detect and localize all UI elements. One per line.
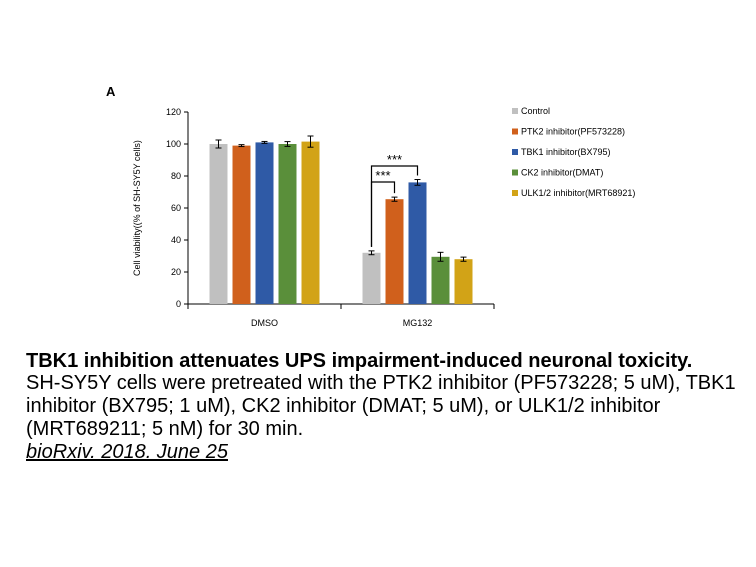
bar: [408, 182, 427, 304]
bar: [301, 141, 320, 304]
bar-chart: A 0 20 40 60 80 100 120 Cell viability((% of SH…: [106, 84, 635, 328]
y-tick-label: 40: [171, 235, 181, 245]
legend: Control PTK2 inhibitor(PF573228) TBK1 inhi…: [512, 106, 635, 198]
y-tick-label: 80: [171, 171, 181, 181]
legend-label: TBK1 inhibitor(BX795): [521, 147, 611, 157]
legend-label: CK2 inhibitor(DMAT): [521, 168, 603, 178]
caption-title: TBK1 inhibition attenuates UPS impairmen…: [26, 350, 693, 372]
significance-bracket: [370, 165, 419, 247]
legend-swatch: [512, 190, 518, 196]
bar: [362, 252, 381, 304]
legend-swatch: [512, 169, 518, 176]
bar: [209, 144, 228, 304]
y-tick-label: 120: [166, 107, 181, 117]
caption-source-link[interactable]: bioRxiv. 2018. June 25: [26, 441, 228, 463]
figure-caption: TBK1 inhibition attenuates UPS impairmen…: [26, 350, 746, 464]
legend-label: Control: [521, 106, 550, 116]
bar: [454, 259, 473, 304]
y-tick-label: 100: [166, 139, 181, 149]
y-tick-label: 20: [171, 267, 181, 277]
legend-swatch: [512, 128, 518, 135]
y-tick-label: 60: [171, 203, 181, 213]
plot-area: 0 20 40 60 80 100 120 Cell viability((% of SH-S…: [132, 107, 495, 328]
panel-label: A: [106, 84, 116, 99]
legend-swatch: [512, 108, 518, 114]
bar: [385, 199, 404, 304]
bar: [255, 142, 274, 304]
y-tick-label: 0: [176, 299, 181, 309]
caption-body: SH-SY5Y cells were pretreated with the P…: [26, 372, 736, 440]
y-axis-label: Cell viability((% of SH-SY5Y cells): [132, 140, 142, 276]
significance-label: ***: [387, 152, 402, 167]
bar: [431, 256, 450, 304]
legend-label: PTK2 inhibitor(PF573228): [521, 127, 625, 137]
legend-swatch: [512, 149, 518, 155]
x-tick-label: MG132: [403, 318, 433, 328]
bar: [278, 144, 297, 304]
significance-label: ***: [375, 168, 390, 183]
legend-label: ULK1/2 inhibitor(MRT68921): [521, 188, 635, 198]
x-tick-label: DMSO: [251, 318, 278, 328]
bar: [232, 145, 251, 304]
